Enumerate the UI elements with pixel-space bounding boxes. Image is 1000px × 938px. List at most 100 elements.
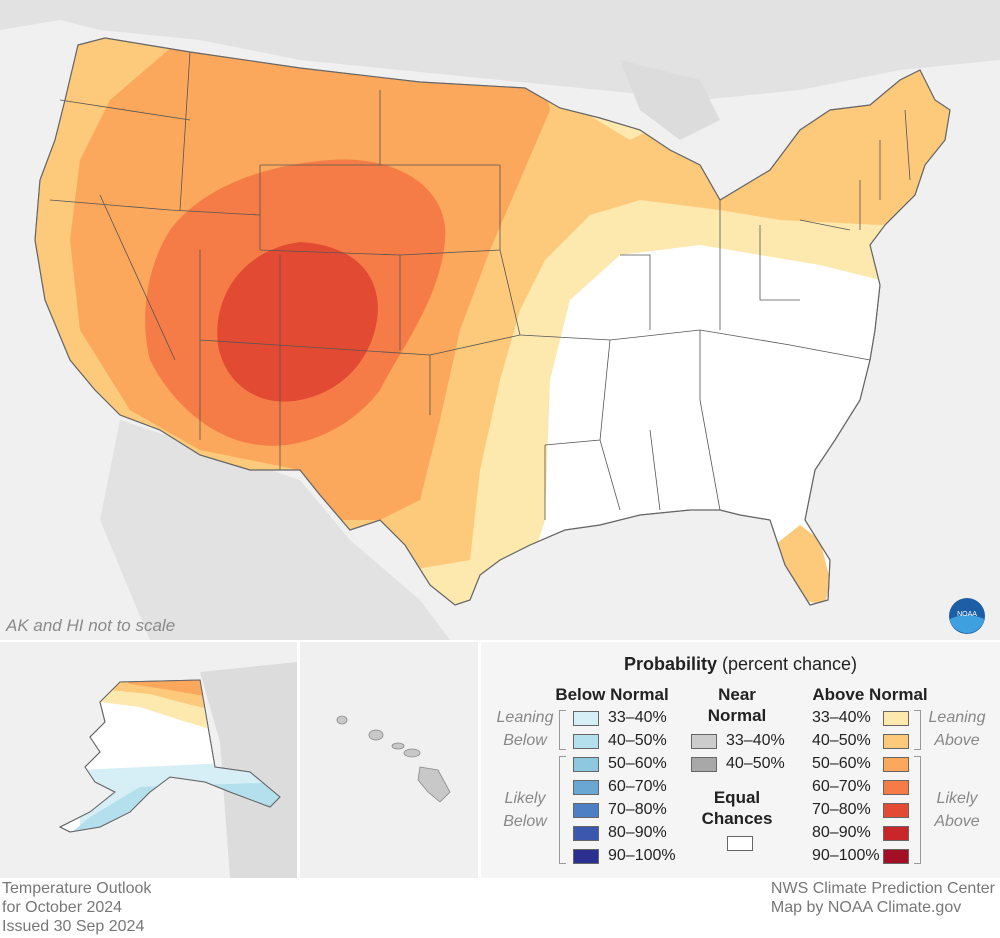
above-header: Above Normal	[812, 685, 928, 704]
above-label: 60–70%	[812, 778, 871, 795]
below-swatch	[573, 849, 599, 864]
above-row: 60–70%	[481, 777, 1000, 797]
credit-line1: NWS Climate Prediction Center	[770, 880, 995, 897]
below-swatch	[573, 757, 599, 772]
below-label: 90–100%	[608, 847, 676, 864]
above-row: 33–40%	[481, 708, 1000, 728]
noaa-logo-text: NOAA	[957, 611, 977, 618]
below-row: 33–40%	[481, 708, 1000, 728]
below-swatch	[573, 734, 599, 749]
near-swatch	[691, 734, 717, 749]
above-row: 80–90%	[481, 823, 1000, 843]
above-swatch	[883, 849, 909, 864]
below-label: 80–90%	[608, 824, 667, 841]
above-row: 70–80%	[481, 800, 1000, 820]
below-row: 50–60%	[481, 754, 1000, 774]
likely-below-word2: Below	[503, 813, 547, 830]
state-borders	[49, 51, 911, 520]
above-label: 70–80%	[812, 801, 871, 818]
conus-svg	[0, 0, 1000, 640]
equal-chances-line1: Equal	[713, 788, 761, 807]
below-label: 60–70%	[608, 778, 667, 795]
legend-title: Probability (percent chance)	[481, 654, 1000, 675]
below-label: 33–40%	[608, 709, 667, 726]
near-label: 40–50%	[726, 755, 785, 772]
equal-chances-swatch	[727, 836, 753, 851]
equal-chances-header: Equal Chances	[697, 787, 777, 829]
above-swatch	[883, 757, 909, 772]
hawaii-svg	[336, 715, 451, 803]
below-swatch	[573, 826, 599, 841]
above-label: 90–100%	[812, 847, 880, 864]
above-row: 50–60%	[481, 754, 1000, 774]
leaning-below-word1: Leaning	[496, 709, 554, 726]
leaning-above-label: Leaning Above	[917, 706, 997, 752]
below-swatch	[573, 803, 599, 818]
below-header: Below Normal	[555, 685, 669, 704]
outlook-title: Temperature Outlook for October 2024 Iss…	[2, 879, 151, 936]
below-row: 70–80%	[481, 800, 1000, 820]
above-swatch	[883, 826, 909, 841]
leaning-above-word2: Above	[934, 732, 980, 749]
above-row: 90–100%	[481, 846, 1000, 866]
near-header: Near Normal	[697, 684, 777, 726]
near-label: 33–40%	[726, 732, 785, 749]
near-row: 40–50%	[481, 754, 1000, 774]
below-row: 60–70%	[481, 777, 1000, 797]
hawaii-inset	[300, 642, 478, 878]
leaning-below-label: Leaning Below	[485, 706, 565, 752]
likely-below-label: Likely Below	[485, 787, 565, 833]
above-row: 40–50%	[481, 731, 1000, 751]
above-label: 80–90%	[812, 824, 871, 841]
below-row: 90–100%	[481, 846, 1000, 866]
above-swatch	[883, 803, 909, 818]
leaning-above-bracket	[914, 710, 921, 750]
canada-land	[0, 0, 1000, 100]
below-row: 80–90%	[481, 823, 1000, 843]
likely-above-label: Likely Above	[917, 787, 997, 833]
leaning-below-bracket	[559, 710, 566, 750]
near-header-line1: Near	[718, 685, 756, 704]
above-label: 40–50%	[812, 732, 871, 749]
not-to-scale-note: AK and HI not to scale	[6, 616, 176, 635]
legend-title-bold: Probability	[623, 654, 717, 674]
great-lakes	[620, 60, 720, 140]
issued-date: Issued 30 Sep 2024	[2, 918, 145, 935]
above-swatch	[883, 711, 909, 726]
above-label: 33–40%	[812, 709, 871, 726]
leaning-below-word2: Below	[503, 732, 547, 749]
legend-title-rest: (percent chance)	[716, 654, 858, 674]
conus-map: AK and HI not to scale NOAA	[0, 0, 1000, 640]
likely-below-word1: Likely	[504, 790, 546, 807]
below-row: 40–50%	[481, 731, 1000, 751]
credit-line2: Map by NOAA Climate.gov	[770, 899, 962, 916]
leaning-above-word1: Leaning	[928, 709, 986, 726]
below-label: 40–50%	[608, 732, 667, 749]
likely-below-bracket	[559, 756, 566, 864]
likely-above-word1: Likely	[936, 790, 978, 807]
below-label: 50–60%	[608, 755, 667, 772]
near-header-line2: Normal	[707, 706, 767, 725]
credits: NWS Climate Prediction Center Map by NOA…	[771, 879, 995, 917]
below-swatch	[573, 711, 599, 726]
equal-chances-line2: Chances	[701, 809, 773, 828]
below-swatch	[573, 780, 599, 795]
above-swatch	[883, 734, 909, 749]
title-line1: Temperature Outlook	[2, 880, 152, 897]
likely-above-word2: Above	[934, 813, 980, 830]
above-swatch	[883, 780, 909, 795]
alaska-svg	[59, 662, 297, 878]
florida-above-region	[775, 525, 830, 605]
mexico-land	[100, 420, 450, 640]
near-row: 33–40%	[481, 731, 1000, 751]
likely-above-bracket	[914, 756, 921, 864]
below-label: 70–80%	[608, 801, 667, 818]
near-swatch	[691, 757, 717, 772]
title-line2: for October 2024	[2, 899, 123, 916]
alaska-inset	[0, 642, 297, 878]
above-label: 50–60%	[812, 755, 871, 772]
legend: Probability (percent chance) Below Norma…	[481, 642, 1000, 878]
above-70-80-region	[217, 242, 378, 402]
noaa-logo: NOAA	[949, 598, 985, 634]
